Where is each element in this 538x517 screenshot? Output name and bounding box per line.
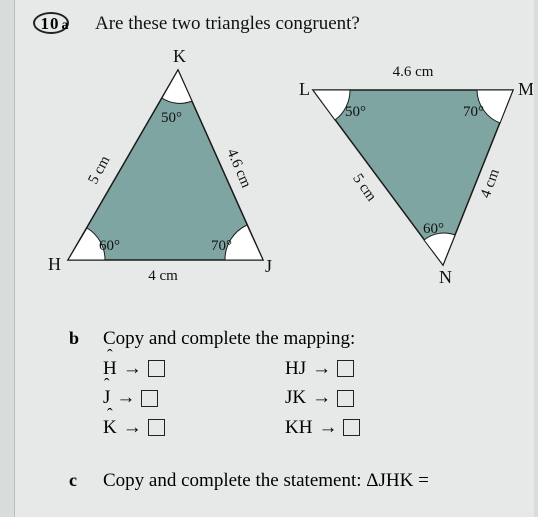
map-jk: JK →: [285, 383, 415, 412]
arrow-icon: →: [318, 413, 337, 442]
part-b: b Copy and complete the mapping: H → HJ …: [69, 328, 529, 442]
map-k: K →: [103, 413, 233, 442]
angle-k: 50°: [161, 110, 182, 126]
blank-box: [343, 419, 360, 436]
triangles-svg: K H J 5 cm 4.6 cm 4 cm 50° 60° 70° L M: [43, 50, 533, 300]
angle-arc-n: [424, 233, 455, 265]
vertex-j: J: [265, 256, 272, 276]
vertex-k: K: [173, 50, 186, 66]
angle-arc-k: [162, 70, 192, 103]
map-h: H →: [103, 354, 233, 383]
map-j: J →: [103, 383, 233, 412]
question-number-badge: 10a: [33, 10, 77, 38]
arrow-icon: →: [123, 413, 142, 442]
map-jk-sym: JK: [285, 383, 306, 412]
blank-box: [337, 360, 354, 377]
triangle-hkj: K H J 5 cm 4.6 cm 4 cm 50° 60° 70°: [48, 50, 272, 284]
part-c-letter: c: [69, 470, 87, 491]
angle-h: 60°: [99, 238, 120, 254]
angle-l: 50°: [345, 104, 366, 120]
vertex-l: L: [299, 79, 310, 99]
vertex-m: M: [518, 79, 533, 99]
part-b-header: b Copy and complete the mapping:: [69, 328, 529, 350]
part-c-text: Copy and complete the statement: ΔJHK =: [103, 470, 429, 492]
page-surface: 10a Are these two triangles congruent? K…: [14, 0, 534, 517]
map-row-1: H → HJ →: [103, 354, 529, 383]
mapping-grid: H → HJ → J → JK →: [103, 354, 529, 442]
qnum-value: 10: [41, 14, 60, 33]
arrow-icon: →: [312, 354, 331, 383]
angle-m: 70°: [463, 104, 484, 120]
side-lm: 4.6 cm: [393, 64, 434, 80]
blank-box: [337, 390, 354, 407]
part-b-text: Copy and complete the mapping:: [103, 328, 355, 350]
map-kh: KH →: [285, 413, 415, 442]
map-row-2: J → JK →: [103, 383, 529, 412]
map-row-3: K → KH →: [103, 413, 529, 442]
part-c: c Copy and complete the statement: ΔJHK …: [69, 470, 538, 492]
arrow-icon: →: [116, 383, 135, 412]
side-hk: 5 cm: [85, 153, 113, 187]
angle-n: 60°: [423, 221, 444, 237]
vertex-h: H: [48, 254, 61, 274]
map-k-sym: K: [103, 413, 117, 442]
map-hj-sym: HJ: [285, 354, 306, 383]
side-ln: 5 cm: [349, 171, 379, 205]
triangle-lmn: L M N 4.6 cm 5 cm 4 cm 50° 70° 60°: [299, 64, 533, 287]
question-header: 10a Are these two triangles congruent?: [33, 10, 360, 38]
part-b-letter: b: [69, 328, 87, 349]
vertex-n: N: [439, 267, 452, 287]
blank-box: [148, 360, 165, 377]
blank-box: [141, 390, 158, 407]
question-text: Are these two triangles congruent?: [95, 13, 360, 35]
map-hj: HJ →: [285, 354, 415, 383]
side-mn: 4 cm: [478, 167, 503, 201]
angle-j: 70°: [211, 238, 232, 254]
qnum-sub: a: [62, 18, 70, 33]
arrow-icon: →: [312, 383, 331, 412]
arrow-icon: →: [123, 354, 142, 383]
side-hj: 4 cm: [148, 268, 178, 284]
map-kh-sym: KH: [285, 413, 312, 442]
blank-box: [148, 419, 165, 436]
question-number: 10a: [41, 14, 70, 34]
diagram-area: K H J 5 cm 4.6 cm 4 cm 50° 60° 70° L M: [43, 50, 533, 300]
